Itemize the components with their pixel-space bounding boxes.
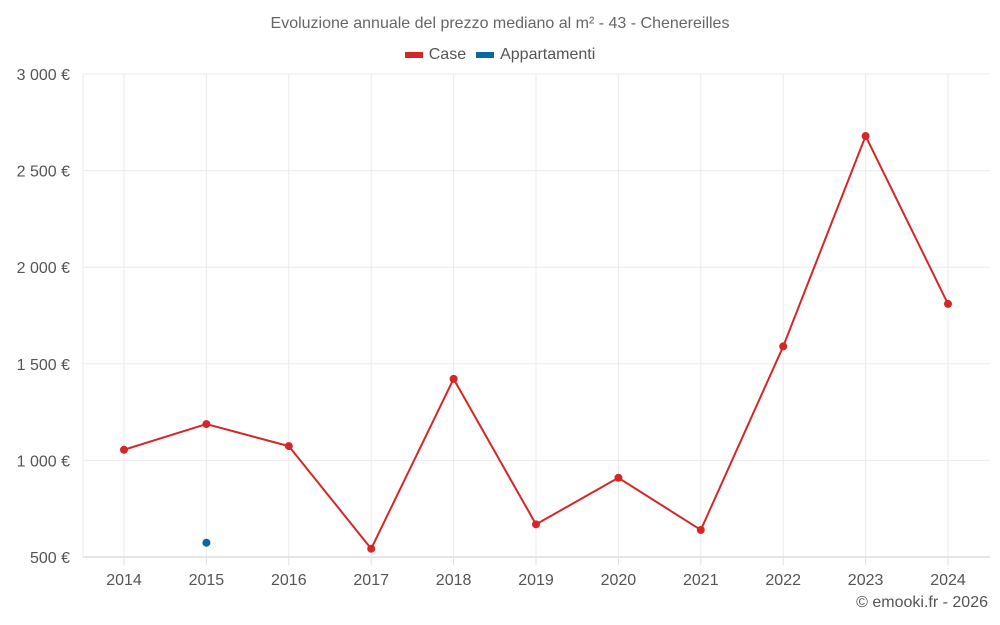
y-tick-label: 3 000 € [17, 67, 70, 84]
x-tick-label: 2021 [683, 572, 719, 589]
data-point-case[interactable] [532, 520, 540, 529]
data-point-case[interactable] [120, 445, 128, 454]
y-tick-label: 1 500 € [17, 357, 70, 374]
data-point-case[interactable] [779, 342, 788, 351]
data-point-case[interactable] [367, 544, 376, 553]
legend-label-case: Case [428, 46, 467, 63]
legend-item-appartamenti[interactable]: Appartamenti [476, 46, 595, 64]
x-tick-label: 2015 [189, 572, 225, 589]
credit-text: © emooki.fr - 2026 [856, 594, 988, 611]
data-point-case[interactable] [614, 473, 623, 482]
data-point-case[interactable] [861, 132, 870, 141]
data-point-case[interactable] [696, 525, 705, 534]
y-tick-label: 2 500 € [17, 164, 70, 181]
legend-label-appartamenti: Appartamenti [500, 46, 596, 63]
y-tick-label: 2 000 € [17, 260, 70, 277]
x-tick-label: 2016 [271, 572, 307, 589]
data-point-case[interactable] [449, 374, 458, 383]
data-point-appartamenti[interactable] [202, 538, 211, 547]
legend: Case Appartamenti [0, 46, 1000, 64]
x-tick-label: 2020 [601, 572, 637, 589]
chart-title: Evoluzione annuale del prezzo mediano al… [270, 15, 730, 32]
x-tick-label: 2014 [106, 572, 142, 589]
y-tick-label: 500 € [30, 550, 70, 567]
appartamenti-swatch-icon [476, 52, 495, 58]
data-point-case[interactable] [284, 442, 293, 451]
x-tick-label: 2022 [765, 572, 801, 589]
y-tick-label: 1 000 € [17, 453, 70, 470]
x-tick-label: 2024 [930, 572, 966, 589]
legend-item-case[interactable]: Case [404, 46, 467, 64]
case-swatch-icon [404, 52, 423, 58]
x-tick-label: 2023 [848, 572, 884, 589]
x-tick-label: 2018 [436, 572, 472, 589]
data-point-case[interactable] [944, 299, 952, 308]
data-point-case[interactable] [202, 420, 211, 429]
x-tick-label: 2019 [518, 572, 554, 589]
x-tick-label: 2017 [353, 572, 389, 589]
